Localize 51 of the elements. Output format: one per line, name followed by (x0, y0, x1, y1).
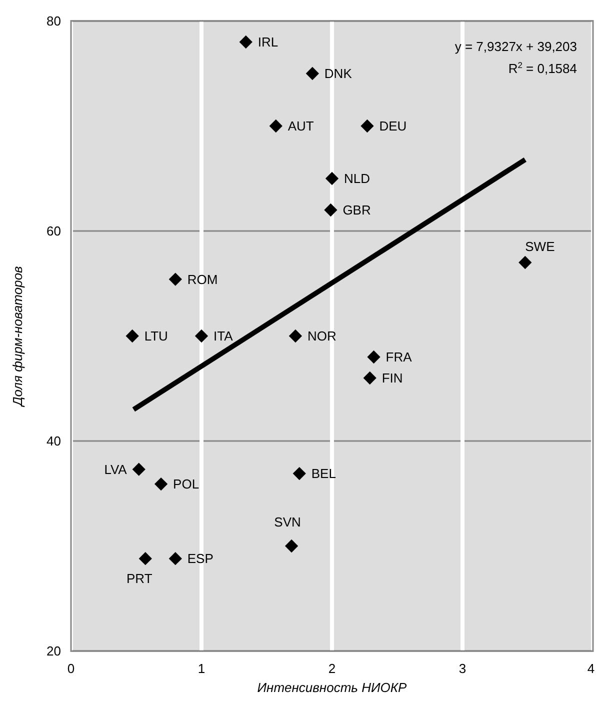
data-label: IRL (258, 34, 278, 50)
y-tick-label: 60 (46, 224, 61, 239)
x-axis-title: Интенсивность НИОКР (257, 680, 408, 695)
x-tick-label: 2 (328, 661, 336, 676)
data-label: FIN (382, 370, 403, 386)
data-label: LTU (144, 328, 168, 344)
data-label: ESP (187, 551, 214, 566)
x-tick-label: 3 (458, 661, 466, 676)
data-label: SWE (525, 239, 556, 254)
point (284, 539, 298, 553)
point (154, 477, 168, 491)
x-tick-label: 1 (198, 661, 206, 676)
x-tick-label: 4 (587, 661, 595, 676)
annotation: R$^{2}$ = 0,1584 (508, 60, 577, 76)
data-label: ITA (214, 328, 234, 344)
point (239, 35, 252, 49)
data-label: POL (173, 476, 200, 492)
point (138, 552, 152, 566)
point (168, 552, 182, 566)
data-label: ROM (187, 272, 218, 287)
point (324, 203, 338, 217)
data-label: NOR (307, 328, 336, 344)
point (325, 172, 339, 186)
data-label: DEU (379, 118, 407, 134)
point (168, 272, 182, 286)
point (367, 350, 380, 364)
point (194, 329, 208, 343)
point (269, 119, 282, 133)
data-label: LVA (104, 462, 128, 477)
point (292, 466, 306, 480)
annotation: y = 7,9327x + 39,203 (454, 39, 577, 54)
point (288, 329, 302, 343)
data-label: FRA (386, 350, 412, 365)
data-label: PRT (126, 571, 152, 586)
point (518, 256, 532, 270)
data-label: BEL (311, 466, 336, 482)
y-tick-label: 80 (46, 14, 61, 29)
y-tick-label: 40 (46, 434, 61, 449)
data-label: NLD (344, 171, 370, 186)
point (360, 119, 374, 133)
y-tick-label: 20 (46, 644, 61, 659)
point (363, 371, 376, 385)
y-axis-title: Доля фирм-новаторов (10, 266, 25, 408)
point (132, 462, 146, 476)
data-label: DNK (324, 66, 352, 82)
data-label: GBR (342, 202, 371, 218)
x-tick-label: 0 (67, 661, 75, 676)
data-label: AUT (288, 118, 314, 134)
data-label: SVN (274, 514, 301, 530)
point (306, 66, 319, 80)
point (126, 329, 139, 343)
